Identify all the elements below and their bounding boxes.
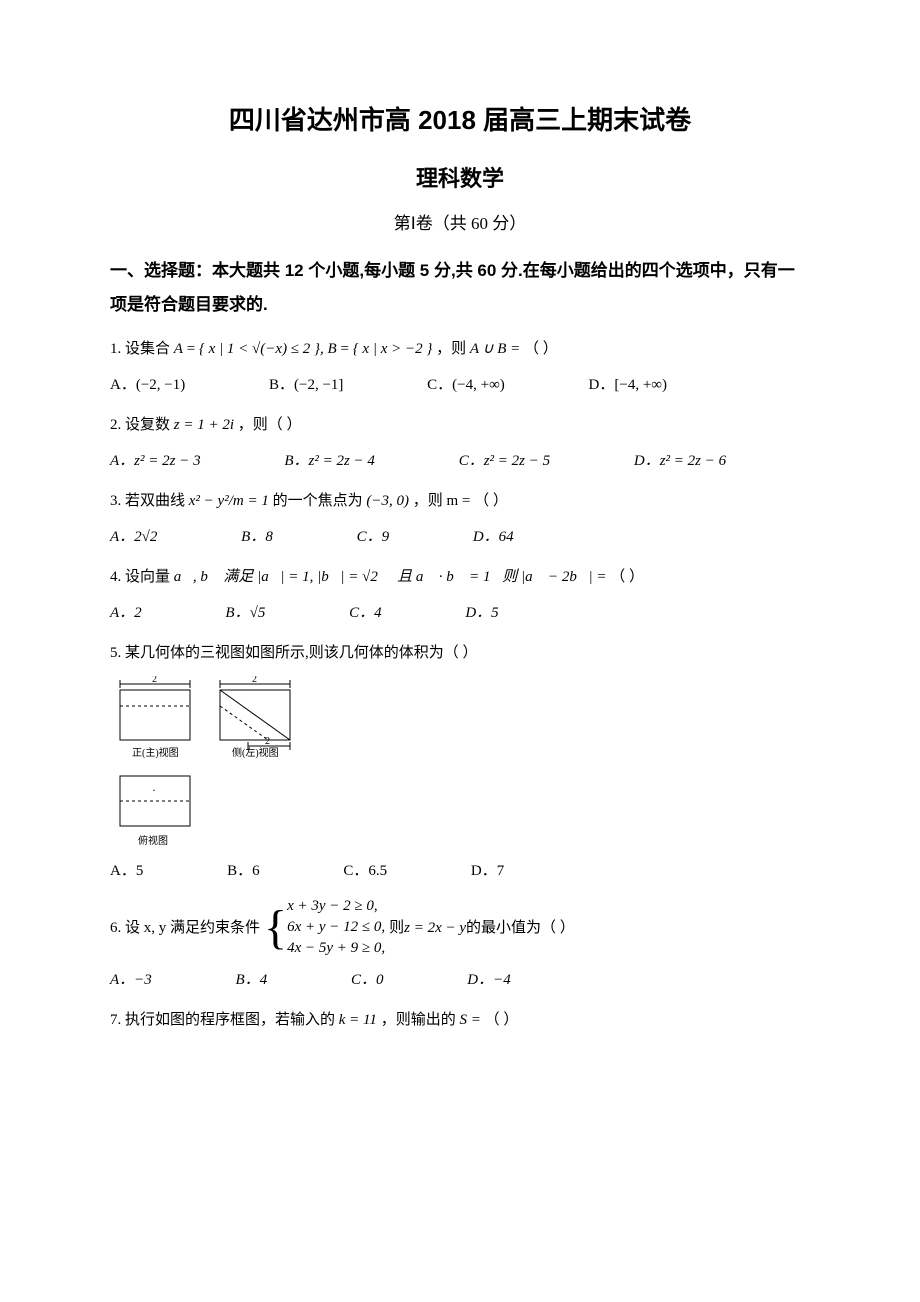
question-2: 2. 设复数 z = 1 + 2i ，则（ ）: [110, 410, 810, 440]
q6-constraints: x + 3y − 2 ≥ 0, 6x + y − 12 ≤ 0, 4x − 5y…: [287, 896, 385, 959]
q1-opt-B: B．(−2, −1]: [269, 370, 343, 400]
question-5: 5. 某几何体的三视图如图所示,则该几何体的体积为（ ）: [110, 638, 810, 668]
q6-c2: 6x + y − 12 ≤ 0,: [287, 917, 385, 938]
q3-hyp: x² − y²/m = 1: [189, 493, 269, 509]
q6-c1: x + 3y − 2 ≥ 0,: [287, 896, 385, 917]
side-label: 侧(左)视图: [232, 746, 279, 759]
q3-post: ，则 m = （ ）: [413, 493, 508, 509]
q6-pre: 6. 设 x, y 满足约束条件: [110, 913, 260, 943]
q4-opt-B: B．√5: [225, 598, 265, 628]
q3-options: A．2√2 B．8 C．9 D．64: [110, 522, 810, 552]
q6-brace-group: { x + 3y − 2 ≥ 0, 6x + y − 12 ≤ 0, 4x − …: [264, 896, 385, 959]
q7-mid: ，则输出的: [381, 1012, 460, 1028]
question-1: 1. 设集合 A = { x | 1 < √(−x) ≤ 2 }, B = { …: [110, 334, 810, 364]
dim-2b: 2: [252, 676, 257, 685]
exam-title: 四川省达州市高 2018 届高三上期末试卷: [110, 100, 810, 137]
q3-opt-A: A．2√2: [110, 522, 157, 552]
question-3: 3. 若双曲线 x² − y²/m = 1 的一个焦点为 (−3, 0) ，则 …: [110, 486, 810, 516]
q1-mid: ，则: [436, 341, 470, 357]
q1-setB: { x | x > −2 }: [353, 341, 433, 357]
q6-opt-B: B．4: [236, 965, 268, 995]
q1-options: A．(−2, −1) B．(−2, −1] C．(−4, +∞) D．[−4, …: [110, 370, 810, 400]
q6-mid: 则: [389, 913, 404, 943]
q1-B-label: B: [328, 341, 337, 357]
q2-opt-C: C．z² = 2z − 5: [459, 446, 550, 476]
q4-post: （ ）: [610, 569, 644, 585]
q1-opt-D: D．[−4, +∞): [589, 370, 667, 400]
q6-options: A．−3 B．4 C．0 D．−4: [110, 965, 810, 995]
question-7: 7. 执行如图的程序框图，若输入的 k = 11 ，则输出的 S = （ ）: [110, 1005, 810, 1035]
top-label: 俯视图: [138, 834, 168, 846]
q1-setA: { x | 1 < √(−x) ≤ 2 },: [199, 341, 324, 357]
q4-pre: 4. 设向量: [110, 569, 174, 585]
q5-opt-D: D．7: [471, 856, 504, 886]
q6-opt-D: D．−4: [467, 965, 510, 995]
q1-pre: 1. 设集合: [110, 341, 174, 357]
q6-post: 的最小值为（ ）: [466, 913, 575, 943]
dim-2c: 2: [265, 736, 270, 747]
q7-k: k = 11: [339, 1012, 377, 1028]
q6-opt-C: C．0: [351, 965, 384, 995]
q3-opt-D: D．64: [473, 522, 514, 552]
front-label: 正(主)视图: [132, 746, 179, 759]
q3-opt-B: B．8: [241, 522, 273, 552]
q2-opt-D: D．z² = 2z − 6: [634, 446, 726, 476]
q1-eq2: =: [340, 341, 352, 357]
q1-union: A ∪ B =: [470, 341, 520, 357]
question-6: 6. 设 x, y 满足约束条件 { x + 3y − 2 ≥ 0, 6x + …: [110, 896, 810, 959]
q3-opt-C: C．9: [357, 522, 390, 552]
q6-opt-A: A．−3: [110, 965, 152, 995]
q1-opt-A: A．(−2, −1): [110, 370, 185, 400]
section-header: 一、选择题：本大题共 12 个小题,每小题 5 分,共 60 分.在每小题给出的…: [110, 254, 810, 322]
q5-options: A．5 B．6 C．6.5 D．7: [110, 856, 810, 886]
q4-opt-D: D．5: [465, 598, 498, 628]
q6-obj: z = 2x − y: [404, 913, 466, 943]
brace-icon: {: [264, 904, 287, 952]
q2-opt-B: B．z² = 2z − 4: [284, 446, 375, 476]
q7-pre: 7. 执行如图的程序框图，若输入的: [110, 1012, 339, 1028]
q2-post: ，则（ ）: [238, 417, 302, 433]
dim-2a: 2: [152, 676, 157, 685]
q5-opt-C: C．6.5: [343, 856, 387, 886]
q2-z: z = 1 + 2i: [174, 417, 234, 433]
part-title: 第Ⅰ卷（共 60 分）: [110, 209, 810, 234]
dot-mark: ·: [152, 783, 156, 797]
q4-cond: 满足 |a⃗| = 1, |b⃗| = √2 ， 且 a⃗ · b⃗ = 1，则…: [223, 569, 606, 585]
q2-opt-A: A．z² = 2z − 3: [110, 446, 201, 476]
question-4: 4. 设向量 a⃗, b⃗ 满足 |a⃗| = 1, |b⃗| = √2 ， 且…: [110, 562, 810, 592]
q1-post: （ ）: [524, 341, 558, 357]
three-views-diagram: 2 正(主)视图 2 2 侧(左): [110, 676, 310, 846]
q3-pre: 3. 若双曲线: [110, 493, 189, 509]
q5-opt-A: A．5: [110, 856, 143, 886]
q5-figures: 2 正(主)视图 2 2 侧(左): [110, 676, 810, 846]
q2-pre: 2. 设复数: [110, 417, 174, 433]
exam-subtitle: 理科数学: [110, 161, 810, 193]
q7-S: S =: [459, 1012, 480, 1028]
q4-opt-A: A．2: [110, 598, 142, 628]
q1-eq: =: [187, 341, 199, 357]
q4-opt-C: C．4: [349, 598, 382, 628]
q6-c3: 4x − 5y + 9 ≥ 0,: [287, 938, 385, 959]
q3-focus: (−3, 0): [366, 493, 409, 509]
q4-options: A．2 B．√5 C．4 D．5: [110, 598, 810, 628]
q5-opt-B: B．6: [227, 856, 260, 886]
q4-vecs: a⃗, b⃗: [174, 569, 220, 585]
q7-post: （ ）: [485, 1012, 519, 1028]
q1-opt-C: C．(−4, +∞): [427, 370, 505, 400]
q1-A-label: A: [174, 341, 183, 357]
q2-options: A．z² = 2z − 3 B．z² = 2z − 4 C．z² = 2z − …: [110, 446, 810, 476]
q3-mid: 的一个焦点为: [273, 493, 363, 509]
exam-page: 四川省达州市高 2018 届高三上期末试卷 理科数学 第Ⅰ卷（共 60 分） 一…: [0, 0, 920, 1101]
